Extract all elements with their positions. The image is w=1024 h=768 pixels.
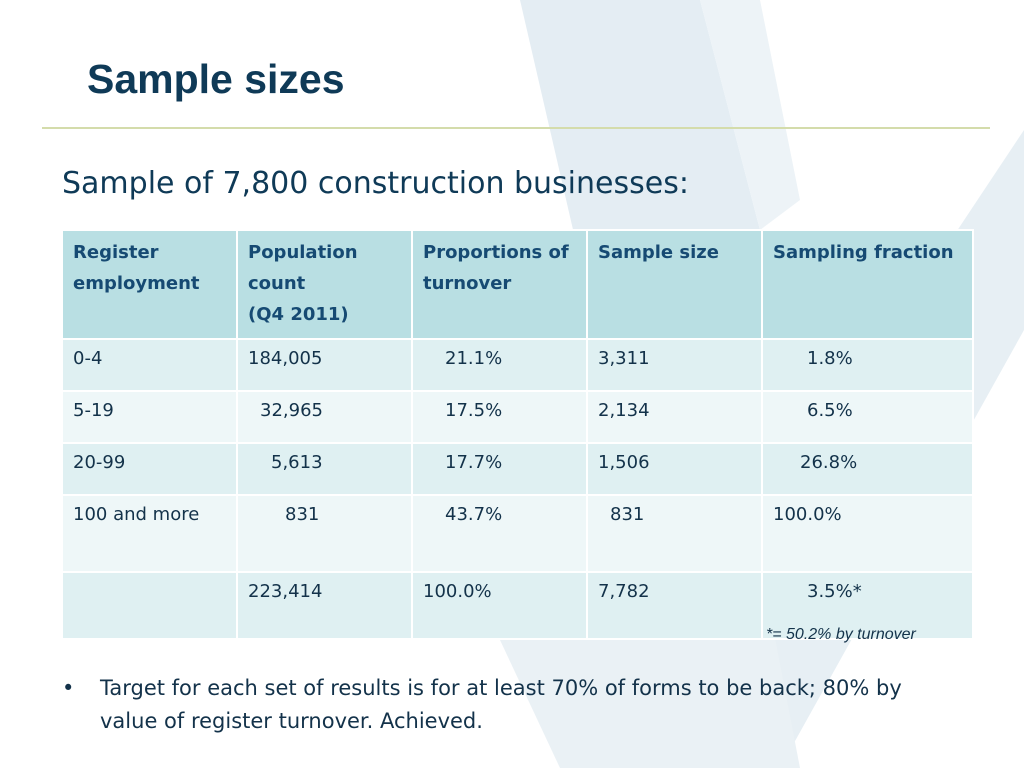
cell-fraction: 26.8% xyxy=(761,442,974,496)
cell-band: 0-4 xyxy=(61,338,238,392)
cell-fraction: 100.0% xyxy=(761,494,974,573)
slide-subtitle: Sample of 7,800 construction businesses: xyxy=(62,166,689,201)
header-sample-size: Sample size xyxy=(586,229,763,340)
cell-band: 100 and more xyxy=(61,494,238,573)
table-footnote: *= 50.2% by turnover xyxy=(766,626,916,643)
cell-sample: 831 xyxy=(586,494,763,573)
bullet-symbol: • xyxy=(62,676,75,700)
cell-turnover: 17.5% xyxy=(411,390,588,444)
cell-turnover: 21.1% xyxy=(411,338,588,392)
cell-sample: 2,134 xyxy=(586,390,763,444)
cell-fraction: 3.5%* xyxy=(761,571,974,640)
table-row: 20-99 5,613 17.7% 1,506 26.8% xyxy=(61,442,974,496)
table-row: 223,414 100.0% 7,782 3.5%* xyxy=(61,571,974,640)
cell-population: 831 xyxy=(236,494,413,573)
cell-population: 32,965 xyxy=(236,390,413,444)
header-population-count: Population count (Q4 2011) xyxy=(236,229,413,340)
table-row: 100 and more 831 43.7% 831 100.0% xyxy=(61,494,974,573)
header-register-employment: Register employment xyxy=(61,229,238,340)
cell-population: 184,005 xyxy=(236,338,413,392)
cell-band: 5-19 xyxy=(61,390,238,444)
slide-title: Sample sizes xyxy=(87,56,345,102)
cell-sample: 7,782 xyxy=(586,571,763,640)
cell-band: 20-99 xyxy=(61,442,238,496)
title-divider xyxy=(42,127,990,129)
cell-population: 5,613 xyxy=(236,442,413,496)
cell-turnover: 17.7% xyxy=(411,442,588,496)
cell-fraction: 1.8% xyxy=(761,338,974,392)
table-row: 5-19 32,965 17.5% 2,134 6.5% xyxy=(61,390,974,444)
cell-band xyxy=(61,571,238,640)
bullet-list: • Target for each set of results is for … xyxy=(62,672,962,738)
cell-sample: 1,506 xyxy=(586,442,763,496)
cell-sample: 3,311 xyxy=(586,338,763,392)
sample-size-table: Register employment Population count (Q4… xyxy=(61,229,974,640)
table-header-row: Register employment Population count (Q4… xyxy=(61,229,974,340)
cell-population: 223,414 xyxy=(236,571,413,640)
bullet-text: Target for each set of results is for at… xyxy=(100,676,902,733)
table-row: 0-4 184,005 21.1% 3,311 1.8% xyxy=(61,338,974,392)
cell-turnover: 100.0% xyxy=(411,571,588,640)
header-proportions-turnover: Proportions of turnover xyxy=(411,229,588,340)
bullet-item: • Target for each set of results is for … xyxy=(62,672,962,738)
cell-turnover: 43.7% xyxy=(411,494,588,573)
header-sampling-fraction: Sampling fraction xyxy=(761,229,974,340)
cell-fraction: 6.5% xyxy=(761,390,974,444)
